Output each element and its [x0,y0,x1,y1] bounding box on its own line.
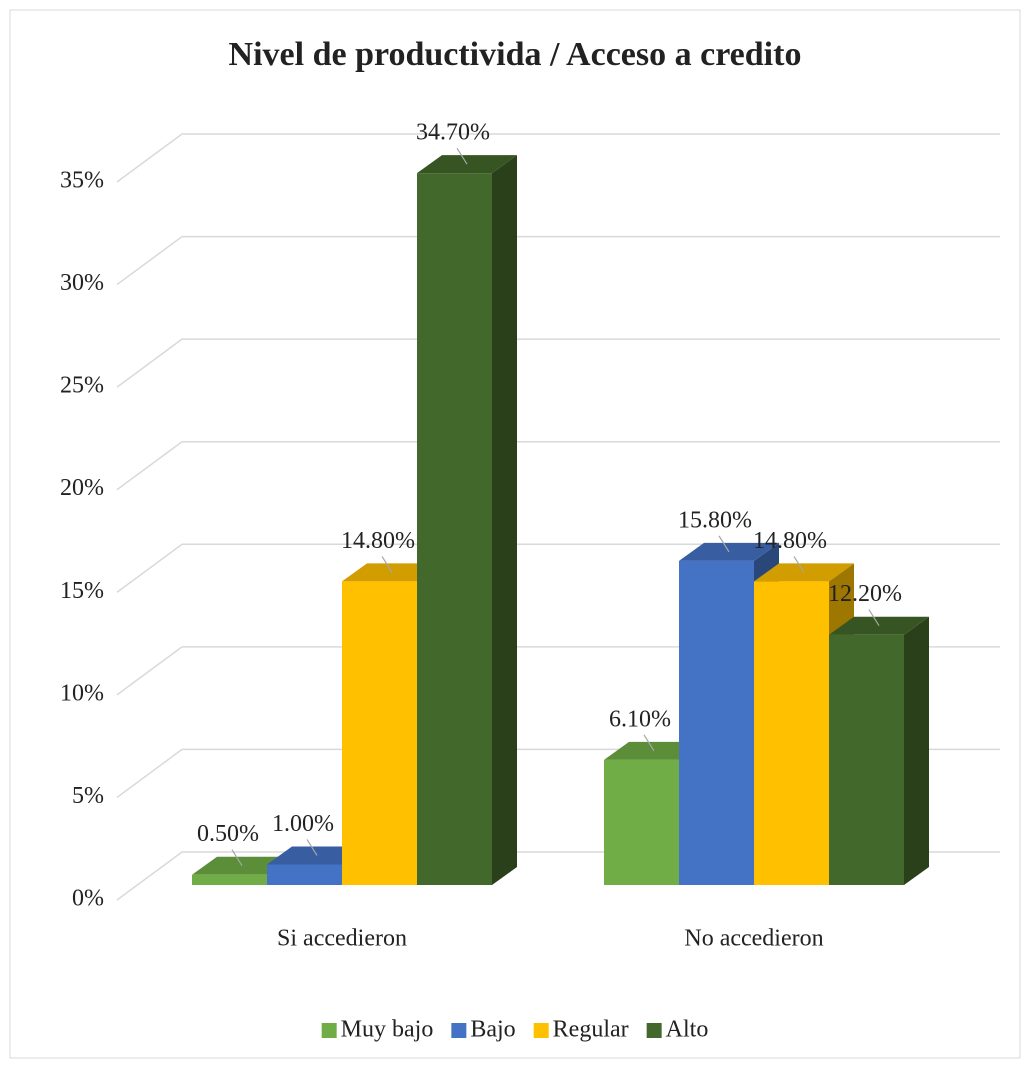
grid-line [116,338,1000,388]
leader-line [381,556,393,573]
data-label: 14.80% [753,528,827,554]
leader-line [306,839,318,856]
bar-front [342,581,417,885]
grid-line [116,440,1000,491]
legend-label: Alto [666,1017,709,1043]
bar-front [604,759,679,885]
y-tick-label: 20% [60,475,104,501]
x-tick-label: No accedieron [684,926,823,952]
legend-label: Regular [553,1017,629,1043]
y-tick-label: 15% [60,578,104,604]
bar [829,616,929,885]
y-tick-label: 5% [72,783,104,809]
legend-label: Bajo [470,1017,515,1043]
bar [417,155,517,885]
leader-line [643,734,655,752]
y-tick-label: 10% [60,680,104,706]
y-tick-label: 30% [60,270,104,296]
legend-swatch [451,1023,467,1038]
data-label: 15.80% [678,507,752,533]
bar-front [192,874,267,885]
legend-swatch [533,1023,549,1038]
y-tick-label: 35% [60,168,104,194]
leader-line [456,147,468,165]
data-label: 6.10% [609,706,671,732]
legend-label: Muy bajo [341,1017,434,1043]
data-label: 1.00% [272,811,334,837]
bar-front [829,634,904,885]
bar-front [754,581,829,885]
leader-line [718,535,730,553]
y-tick-label: 25% [60,373,104,399]
data-label: 12.20% [828,581,902,607]
data-label: 34.70% [416,120,490,146]
chart-title: Nivel de productivida / Acceso a credito [229,36,802,73]
legend-swatch [321,1023,337,1038]
data-label: 14.80% [341,528,415,554]
x-tick-label: Si accedieron [277,926,407,952]
bar-front [267,864,342,885]
leader-line [868,609,880,627]
grid-line [116,133,1000,183]
data-label: 0.50% [197,821,259,847]
leader-line [231,849,243,867]
bar-front [417,173,492,885]
leader-line [793,556,805,573]
bar-side [904,616,929,885]
bar-side [492,155,517,885]
y-tick-label: 0% [72,886,104,912]
bar-front [679,560,754,885]
grid-line [116,235,1000,286]
legend-swatch [646,1023,662,1038]
